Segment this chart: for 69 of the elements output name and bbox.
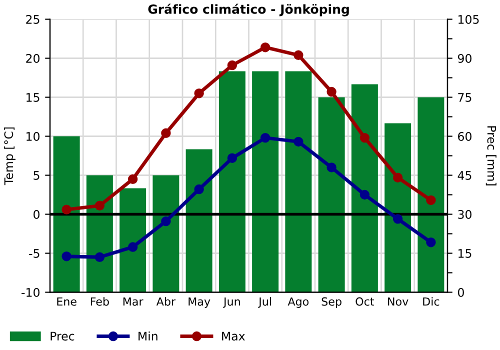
bar (152, 175, 180, 292)
point (360, 190, 370, 200)
y2-tick-label: 75 (458, 93, 472, 102)
point (161, 128, 171, 138)
point (194, 184, 204, 194)
point (260, 42, 270, 52)
y-tick-label: 25 (26, 14, 40, 24)
bar (418, 97, 444, 292)
point (294, 136, 304, 147)
point (326, 162, 336, 172)
y-tick-label: -5 (29, 249, 40, 258)
bar (218, 71, 246, 292)
point (62, 252, 72, 262)
y2-tick-label: 0 (458, 288, 464, 297)
bar (285, 71, 312, 292)
legend-label: Min (138, 331, 158, 340)
x-tick-label: Ene (57, 297, 76, 306)
y2-tick-label: 15 (458, 249, 472, 258)
point (128, 174, 138, 184)
bar (252, 71, 279, 292)
x-tick-label: Oct (356, 297, 374, 306)
y2-tick-label: 105 (458, 14, 479, 24)
x-tick-label: Ago (288, 297, 309, 308)
legend-label: Prec (50, 332, 74, 341)
x-tick-label: Dic (423, 297, 440, 306)
x-tick-label: Feb (90, 297, 109, 306)
y-tick-label: 10 (26, 132, 40, 141)
x-tick-label: Abr (156, 297, 176, 306)
bar (186, 149, 212, 292)
bar (351, 84, 378, 292)
x-tick-label: Nov (388, 297, 408, 306)
y2-tick-label: 30 (458, 210, 472, 219)
y2-tick-label: 90 (458, 54, 472, 63)
y-tick-label: 15 (26, 93, 40, 102)
bar (318, 97, 345, 292)
y-tick-label: 5 (34, 171, 40, 180)
point (426, 237, 436, 248)
point (161, 216, 171, 226)
y2-axis-title: Prec [mm] (486, 126, 496, 186)
point (360, 132, 370, 143)
point (294, 50, 304, 60)
bar (120, 188, 146, 292)
y-tick-label: 0 (34, 210, 40, 219)
point (392, 214, 403, 224)
point (227, 60, 238, 70)
y-axis-title: Temp [°C] (4, 127, 16, 186)
x-tick-label: Jul (258, 297, 271, 308)
point (194, 88, 204, 98)
point (326, 86, 336, 97)
bar (53, 136, 80, 292)
y2-tick-label: 45 (458, 171, 472, 180)
point (94, 252, 105, 262)
y-tick-label: 20 (26, 54, 40, 63)
point (426, 195, 436, 206)
point (128, 242, 138, 252)
point (94, 200, 105, 211)
y-tick-label: -10 (22, 288, 40, 297)
bar (384, 123, 412, 292)
x-tick-label: Sep (322, 297, 342, 308)
point (227, 153, 238, 163)
chart-title: Gráfico climático - Jönköping (148, 4, 349, 16)
point (62, 204, 72, 214)
x-tick-label: Jun (222, 297, 240, 308)
x-tick-label: May (188, 297, 210, 308)
point (392, 172, 403, 182)
y2-tick-label: 60 (458, 132, 472, 141)
x-tick-label: Mar (123, 297, 144, 306)
point (260, 132, 270, 143)
legend-label: Max (222, 332, 245, 341)
